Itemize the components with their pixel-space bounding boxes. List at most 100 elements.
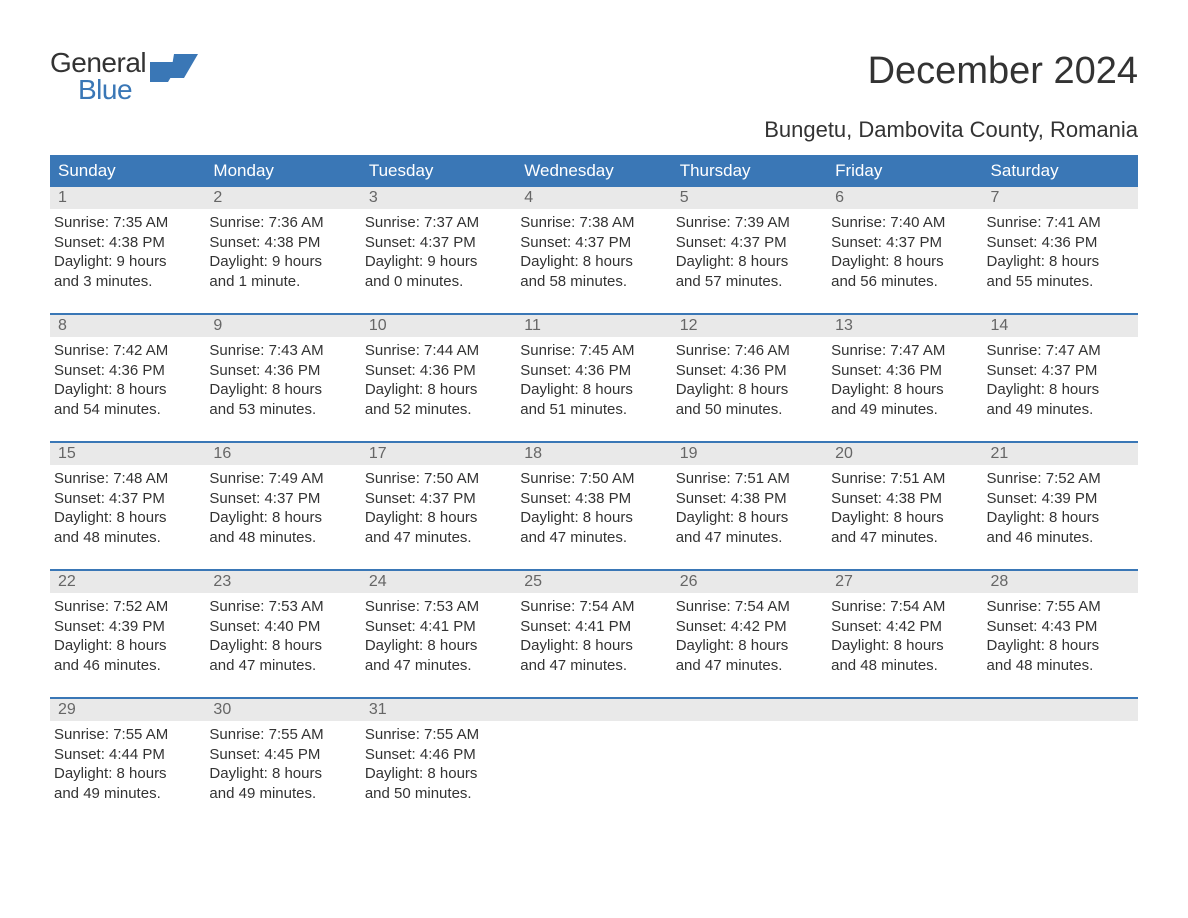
day-sunrise: Sunrise: 7:47 AM <box>831 341 978 361</box>
day-number: 18 <box>516 443 671 465</box>
day-content: Sunrise: 7:44 AMSunset: 4:36 PMDaylight:… <box>361 337 516 423</box>
day-sunrise: Sunrise: 7:50 AM <box>365 469 512 489</box>
day-sunset: Sunset: 4:37 PM <box>365 233 512 253</box>
day-d1: Daylight: 8 hours <box>676 508 823 528</box>
day-sunrise: Sunrise: 7:51 AM <box>676 469 823 489</box>
day-number <box>516 699 671 721</box>
day-d1: Daylight: 8 hours <box>54 508 201 528</box>
day-sunrise: Sunrise: 7:47 AM <box>987 341 1134 361</box>
day-cell <box>983 699 1138 825</box>
day-sunrise: Sunrise: 7:37 AM <box>365 213 512 233</box>
day-sunrise: Sunrise: 7:53 AM <box>209 597 356 617</box>
day-content: Sunrise: 7:53 AMSunset: 4:40 PMDaylight:… <box>205 593 360 679</box>
day-d1: Daylight: 8 hours <box>520 252 667 272</box>
day-number: 12 <box>672 315 827 337</box>
weeks-container: 1Sunrise: 7:35 AMSunset: 4:38 PMDaylight… <box>50 187 1138 825</box>
day-number: 3 <box>361 187 516 209</box>
day-sunset: Sunset: 4:37 PM <box>365 489 512 509</box>
day-header-tuesday: Tuesday <box>361 155 516 187</box>
day-number: 29 <box>50 699 205 721</box>
location-subtitle: Bungetu, Dambovita County, Romania <box>764 117 1138 143</box>
day-d1: Daylight: 8 hours <box>54 764 201 784</box>
day-d1: Daylight: 8 hours <box>987 380 1134 400</box>
day-cell: 23Sunrise: 7:53 AMSunset: 4:40 PMDayligh… <box>205 571 360 697</box>
day-content: Sunrise: 7:47 AMSunset: 4:36 PMDaylight:… <box>827 337 982 423</box>
day-sunrise: Sunrise: 7:38 AM <box>520 213 667 233</box>
day-d2: and 47 minutes. <box>520 656 667 676</box>
day-d2: and 53 minutes. <box>209 400 356 420</box>
day-d1: Daylight: 8 hours <box>987 252 1134 272</box>
day-d2: and 54 minutes. <box>54 400 201 420</box>
day-sunset: Sunset: 4:41 PM <box>365 617 512 637</box>
day-sunrise: Sunrise: 7:45 AM <box>520 341 667 361</box>
day-number: 19 <box>672 443 827 465</box>
day-d2: and 47 minutes. <box>365 528 512 548</box>
day-sunrise: Sunrise: 7:55 AM <box>987 597 1134 617</box>
day-number: 1 <box>50 187 205 209</box>
day-cell <box>827 699 982 825</box>
day-d1: Daylight: 8 hours <box>987 508 1134 528</box>
day-number: 31 <box>361 699 516 721</box>
day-sunrise: Sunrise: 7:36 AM <box>209 213 356 233</box>
day-sunrise: Sunrise: 7:46 AM <box>676 341 823 361</box>
day-sunrise: Sunrise: 7:43 AM <box>209 341 356 361</box>
day-d1: Daylight: 8 hours <box>831 252 978 272</box>
day-cell: 22Sunrise: 7:52 AMSunset: 4:39 PMDayligh… <box>50 571 205 697</box>
day-number: 11 <box>516 315 671 337</box>
day-content: Sunrise: 7:54 AMSunset: 4:42 PMDaylight:… <box>672 593 827 679</box>
day-sunrise: Sunrise: 7:42 AM <box>54 341 201 361</box>
page-header: General Blue December 2024 Bungetu, Damb… <box>50 50 1138 143</box>
day-sunrise: Sunrise: 7:55 AM <box>365 725 512 745</box>
day-cell: 21Sunrise: 7:52 AMSunset: 4:39 PMDayligh… <box>983 443 1138 569</box>
day-sunset: Sunset: 4:38 PM <box>520 489 667 509</box>
day-d1: Daylight: 8 hours <box>520 636 667 656</box>
day-cell: 12Sunrise: 7:46 AMSunset: 4:36 PMDayligh… <box>672 315 827 441</box>
day-d2: and 49 minutes. <box>831 400 978 420</box>
day-d2: and 49 minutes. <box>987 400 1134 420</box>
day-d2: and 49 minutes. <box>209 784 356 804</box>
day-sunrise: Sunrise: 7:35 AM <box>54 213 201 233</box>
day-sunset: Sunset: 4:37 PM <box>831 233 978 253</box>
day-content: Sunrise: 7:37 AMSunset: 4:37 PMDaylight:… <box>361 209 516 295</box>
day-d2: and 55 minutes. <box>987 272 1134 292</box>
day-cell: 1Sunrise: 7:35 AMSunset: 4:38 PMDaylight… <box>50 187 205 313</box>
day-sunset: Sunset: 4:36 PM <box>365 361 512 381</box>
day-content: Sunrise: 7:41 AMSunset: 4:36 PMDaylight:… <box>983 209 1138 295</box>
day-d1: Daylight: 8 hours <box>54 380 201 400</box>
day-header-sunday: Sunday <box>50 155 205 187</box>
day-sunset: Sunset: 4:36 PM <box>676 361 823 381</box>
day-content: Sunrise: 7:35 AMSunset: 4:38 PMDaylight:… <box>50 209 205 295</box>
day-number: 9 <box>205 315 360 337</box>
day-number: 26 <box>672 571 827 593</box>
day-content: Sunrise: 7:55 AMSunset: 4:43 PMDaylight:… <box>983 593 1138 679</box>
day-cell: 4Sunrise: 7:38 AMSunset: 4:37 PMDaylight… <box>516 187 671 313</box>
day-d1: Daylight: 8 hours <box>365 764 512 784</box>
day-cell: 9Sunrise: 7:43 AMSunset: 4:36 PMDaylight… <box>205 315 360 441</box>
day-sunset: Sunset: 4:36 PM <box>520 361 667 381</box>
calendar: Sunday Monday Tuesday Wednesday Thursday… <box>50 155 1138 825</box>
day-cell: 28Sunrise: 7:55 AMSunset: 4:43 PMDayligh… <box>983 571 1138 697</box>
day-d2: and 48 minutes. <box>209 528 356 548</box>
day-content: Sunrise: 7:52 AMSunset: 4:39 PMDaylight:… <box>50 593 205 679</box>
day-sunset: Sunset: 4:37 PM <box>54 489 201 509</box>
day-sunset: Sunset: 4:36 PM <box>987 233 1134 253</box>
day-sunrise: Sunrise: 7:44 AM <box>365 341 512 361</box>
day-content: Sunrise: 7:46 AMSunset: 4:36 PMDaylight:… <box>672 337 827 423</box>
day-d2: and 48 minutes. <box>831 656 978 676</box>
day-sunrise: Sunrise: 7:41 AM <box>987 213 1134 233</box>
day-content: Sunrise: 7:53 AMSunset: 4:41 PMDaylight:… <box>361 593 516 679</box>
day-cell <box>516 699 671 825</box>
day-d1: Daylight: 8 hours <box>676 636 823 656</box>
logo-text: General Blue <box>50 50 146 103</box>
day-number: 20 <box>827 443 982 465</box>
day-number: 27 <box>827 571 982 593</box>
day-cell: 16Sunrise: 7:49 AMSunset: 4:37 PMDayligh… <box>205 443 360 569</box>
day-number: 5 <box>672 187 827 209</box>
day-cell: 17Sunrise: 7:50 AMSunset: 4:37 PMDayligh… <box>361 443 516 569</box>
day-sunrise: Sunrise: 7:53 AM <box>365 597 512 617</box>
day-sunset: Sunset: 4:37 PM <box>209 489 356 509</box>
day-d1: Daylight: 8 hours <box>676 252 823 272</box>
day-d2: and 56 minutes. <box>831 272 978 292</box>
day-content: Sunrise: 7:40 AMSunset: 4:37 PMDaylight:… <box>827 209 982 295</box>
day-number: 28 <box>983 571 1138 593</box>
